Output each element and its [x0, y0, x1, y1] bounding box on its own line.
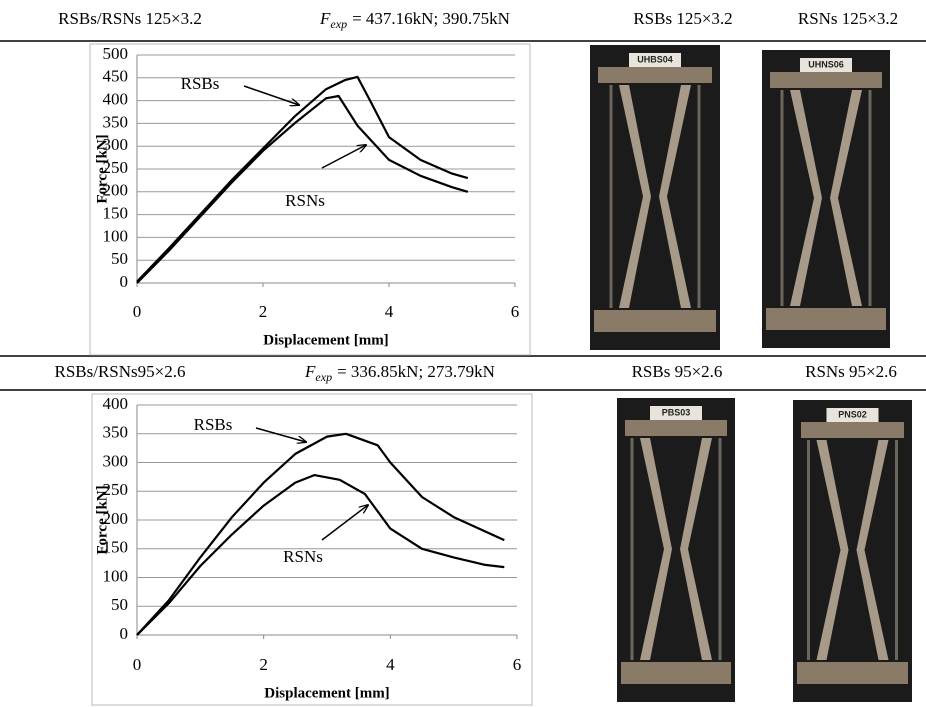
x-tick-label: 4 — [386, 655, 395, 674]
y-tick-label: 500 — [103, 44, 129, 63]
y-tick-label: 300 — [103, 135, 129, 154]
column-member — [640, 438, 672, 660]
y-tick-label: 300 — [103, 451, 129, 470]
bottom-plate — [621, 662, 731, 684]
header-value: = 437.16kN; 390.75kN — [352, 9, 510, 28]
header-value: = 336.85kN; 273.79kN — [337, 362, 495, 381]
specimen-label: UHNS06 — [808, 59, 844, 69]
y-tick-label: 350 — [103, 423, 129, 442]
data-line — [136, 474, 505, 636]
column-member — [659, 85, 691, 308]
column-header: RSBs 125×3.2 — [633, 9, 732, 28]
chart-frame — [91, 393, 533, 706]
column-member — [790, 90, 822, 306]
label-plate — [650, 406, 702, 420]
photo-background — [793, 400, 912, 702]
specimen-photo: UHBS04 — [590, 45, 720, 350]
column-header: RSNs 95×2.6 — [805, 362, 897, 381]
y-tick-label: 100 — [103, 566, 129, 585]
top-plate — [625, 420, 727, 436]
y-tick-label: 100 — [103, 226, 129, 245]
x-axis-title: Displacement [mm] — [264, 685, 389, 701]
data-line — [136, 94, 469, 284]
y-tick-label: 250 — [103, 158, 129, 177]
y-tick-label: 200 — [103, 509, 129, 528]
y-tick-label: 50 — [111, 249, 128, 268]
x-tick-label: 0 — [133, 655, 142, 674]
specimen-photo: PNS02 — [793, 400, 912, 702]
column-header: Fexp = 437.16kN; 390.75kN — [319, 9, 510, 31]
column-header: RSBs/RSNs 125×3.2 — [58, 9, 202, 28]
label-plate — [800, 58, 852, 72]
y-tick-label: 250 — [103, 480, 129, 499]
column-member — [830, 90, 862, 306]
annotation-arrow — [321, 505, 368, 541]
subscript: exp — [330, 17, 347, 31]
column-member — [680, 438, 712, 660]
x-tick-label: 2 — [259, 655, 268, 674]
column-header: RSBs/RSNs95×2.6 — [55, 362, 186, 381]
data-line — [136, 432, 505, 636]
label-plate — [826, 408, 879, 422]
y-tick-label: 150 — [103, 204, 129, 223]
x-tick-label: 6 — [511, 302, 520, 321]
bottom-plate — [797, 662, 908, 684]
annotation: RSNs — [285, 191, 325, 210]
y-tick-label: 450 — [103, 67, 129, 86]
x-tick-label: 0 — [133, 302, 142, 321]
x-tick-label: 2 — [259, 302, 268, 321]
symbol: F — [319, 9, 331, 28]
x-tick-label: 4 — [385, 302, 394, 321]
x-axis-title: Displacement [mm] — [263, 332, 388, 348]
y-tick-label: 400 — [103, 90, 129, 109]
annotation-arrow — [243, 85, 299, 105]
data-line — [136, 75, 469, 283]
top-plate — [770, 72, 882, 88]
y-tick-label: 350 — [103, 112, 129, 131]
y-tick-label: 200 — [103, 181, 129, 200]
annotation: RSBs — [181, 74, 220, 93]
chart-frame — [89, 43, 531, 356]
column-member — [816, 440, 849, 660]
top-plate — [801, 422, 904, 438]
specimen-photo: PBS03 — [617, 398, 735, 702]
specimen-label: PNS02 — [838, 409, 867, 419]
column-header: Fexp = 336.85kN; 273.79kN — [304, 362, 495, 384]
y-tick-label: 0 — [120, 624, 129, 643]
column-member — [619, 85, 651, 308]
annotation: RSBs — [194, 415, 233, 434]
y-tick-label: 0 — [120, 272, 129, 291]
specimen-label: PBS03 — [662, 407, 691, 417]
subscript: exp — [315, 370, 332, 384]
y-tick-label: 400 — [103, 394, 129, 413]
bottom-plate — [766, 308, 886, 330]
column-header: RSBs 95×2.6 — [632, 362, 723, 381]
x-tick-label: 6 — [513, 655, 522, 674]
y-tick-label: 50 — [111, 595, 128, 614]
annotation: RSNs — [283, 547, 323, 566]
top-plate — [598, 67, 712, 83]
annotation-arrow — [255, 427, 306, 442]
column-member — [856, 440, 889, 660]
specimen-label: UHBS04 — [637, 54, 673, 64]
y-tick-label: 150 — [103, 538, 129, 557]
label-plate — [629, 53, 681, 67]
bottom-plate — [594, 310, 716, 332]
symbol: F — [304, 362, 316, 381]
y-axis-title: Force [kN] — [94, 134, 110, 203]
photo-background — [617, 398, 735, 702]
y-axis-title: Force [kN] — [94, 485, 110, 554]
specimen-photo: UHNS06 — [762, 50, 890, 348]
annotation-arrow — [321, 145, 366, 169]
column-header: RSNs 125×3.2 — [798, 9, 898, 28]
